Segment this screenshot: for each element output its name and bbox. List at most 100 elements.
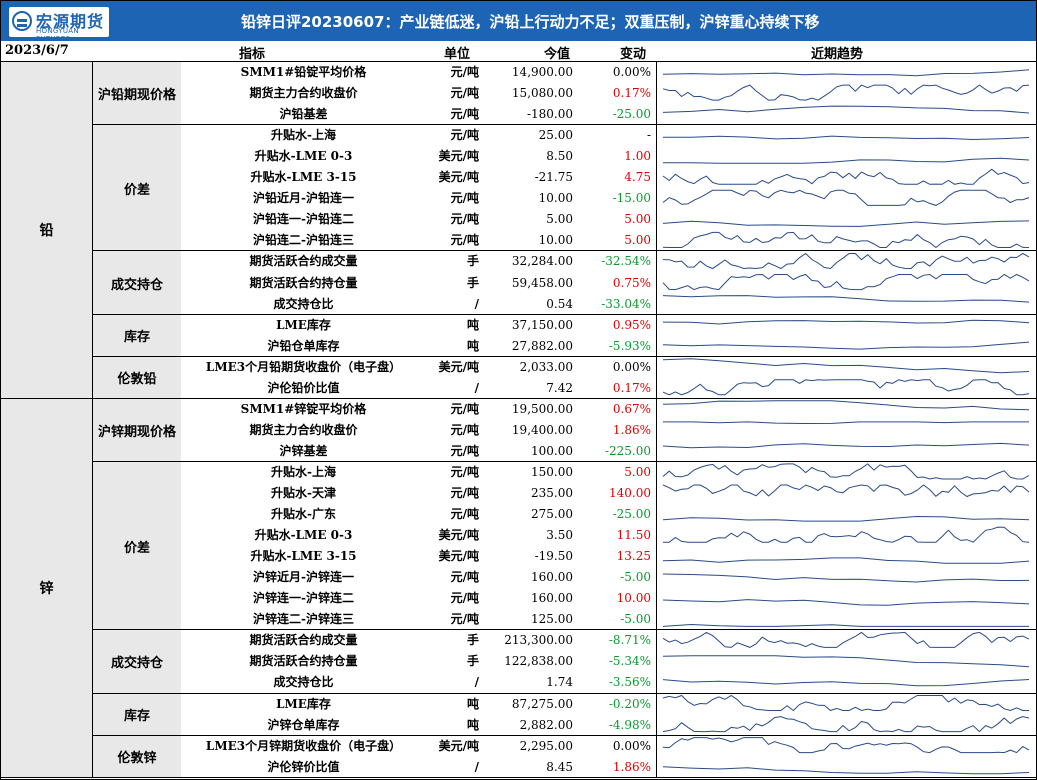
change-cell: 0.00% xyxy=(612,359,651,374)
change-cell: -225.00 xyxy=(604,443,651,458)
subgroup-label: 库存 xyxy=(93,314,181,357)
indicator-name: 升贴水-上海 xyxy=(271,128,336,143)
trend-sparkline xyxy=(662,515,1030,522)
trend-sparkline xyxy=(662,84,1030,101)
row-divider xyxy=(93,629,1036,631)
value-cell: 3.50 xyxy=(546,528,573,543)
subgroup-label: 沪铅期现价格 xyxy=(93,62,181,126)
value-cell: 19,400.00 xyxy=(511,422,573,437)
indicator-name: 沪伦锌价比值 xyxy=(267,759,340,774)
indicator-name: 期货主力合约收盘价 xyxy=(249,422,358,437)
trend-sparkline xyxy=(662,379,1030,396)
unit-cell: 美元/吨 xyxy=(438,359,479,374)
column-trend: 近期趋势 xyxy=(811,47,864,62)
unit-cell: 元/吨 xyxy=(450,422,479,437)
change-cell: -5.00 xyxy=(620,570,651,585)
row-divider xyxy=(1,776,1036,778)
trend-sparkline xyxy=(662,189,1030,206)
value-cell: 5.00 xyxy=(546,212,573,227)
trend-sparkline xyxy=(662,220,1030,227)
change-cell: 13.25 xyxy=(616,549,651,564)
trend-sparkline xyxy=(662,655,1030,668)
change-cell: -25.00 xyxy=(612,507,651,522)
indicator-name: 沪锌仓单库存 xyxy=(267,717,340,732)
unit-cell: 元/吨 xyxy=(450,570,479,585)
value-cell: 7.42 xyxy=(546,380,573,395)
value-cell: 2,882.00 xyxy=(519,717,573,732)
unit-cell: 手 xyxy=(466,633,479,648)
value-cell: 8.45 xyxy=(546,759,573,774)
change-cell: 5.00 xyxy=(624,233,651,248)
indicator-name: 升贴水-LME 0-3 xyxy=(254,149,353,164)
indicator-name: 期货活跃合约成交量 xyxy=(249,633,358,648)
change-cell: -0.20% xyxy=(608,696,651,711)
trend-sparkline xyxy=(662,319,1030,325)
change-cell: -5.34% xyxy=(608,654,651,669)
value-cell: -19.50 xyxy=(534,549,573,564)
value-cell: 8.50 xyxy=(546,149,573,164)
indicator-name: 沪铅近月-沪铅连一 xyxy=(253,191,354,206)
indicator-name: 期货活跃合约持仓量 xyxy=(249,275,358,290)
unit-cell: 美元/吨 xyxy=(438,149,479,164)
indicator-name: SMM1#锌锭平均价格 xyxy=(240,401,367,416)
value-cell: 25.00 xyxy=(538,128,573,143)
unit-cell: 美元/吨 xyxy=(438,549,479,564)
value-cell: 275.00 xyxy=(531,507,573,522)
change-cell: 0.00% xyxy=(612,65,651,79)
unit-cell: / xyxy=(474,296,479,311)
trend-sparkline xyxy=(662,484,1030,498)
subgroup-label: 伦敦铅 xyxy=(93,356,181,399)
trend-sparkline xyxy=(662,623,1029,627)
group-label: 锌 xyxy=(1,398,92,778)
column-indicator: 指标 xyxy=(239,47,266,62)
change-cell: -3.56% xyxy=(608,675,651,690)
indicator-name: 沪锌近月-沪锌连一 xyxy=(253,570,354,585)
change-cell: 0.67% xyxy=(612,401,651,416)
value-cell: 0.54 xyxy=(546,296,573,311)
value-cell: 1.74 xyxy=(546,675,573,690)
value-cell: 37,150.00 xyxy=(511,317,573,332)
change-cell: -33.04% xyxy=(601,296,651,311)
unit-cell: 吨 xyxy=(466,717,479,732)
change-cell: - xyxy=(646,128,651,143)
value-cell: 87,275.00 xyxy=(511,696,573,711)
report-date: 2023/6/7 xyxy=(5,43,69,58)
change-cell: -5.00 xyxy=(620,612,651,627)
indicator-name: 升贴水-LME 0-3 xyxy=(254,528,353,543)
change-cell: 0.17% xyxy=(612,86,651,101)
column-header-row: 2023/6/7 指标 单位 今值 变动 近期趋势 xyxy=(1,41,1036,62)
unit-cell: 元/吨 xyxy=(450,65,479,79)
trend-sparkline xyxy=(662,69,1030,77)
unit-cell: 元/吨 xyxy=(450,107,479,122)
indicator-name: 期货活跃合约成交量 xyxy=(249,254,358,269)
value-cell: 150.00 xyxy=(531,464,573,479)
value-cell: 125.00 xyxy=(531,612,573,627)
subgroup-label: 沪锌期现价格 xyxy=(93,398,181,462)
value-cell: 32,284.00 xyxy=(511,254,573,269)
row-divider xyxy=(1,397,1036,399)
value-cell: 122,838.00 xyxy=(504,654,573,669)
indicator-name: 沪锌连一-沪锌连二 xyxy=(253,591,354,606)
row-divider xyxy=(93,250,1036,252)
change-cell: 0.00% xyxy=(612,738,651,753)
row-divider xyxy=(93,692,1036,694)
indicator-name: 成交持仓比 xyxy=(273,296,334,311)
indicator-name: 期货主力合约收盘价 xyxy=(249,86,358,101)
subgroup-label: 价差 xyxy=(93,461,181,631)
value-cell: 2,295.00 xyxy=(519,738,573,753)
unit-cell: 吨 xyxy=(466,696,479,711)
column-divider xyxy=(656,62,657,778)
indicator-name: 升贴水-LME 3-15 xyxy=(250,549,357,564)
indicator-name: SMM1#铅锭平均价格 xyxy=(240,65,367,79)
trend-sparkline xyxy=(662,737,1030,754)
unit-cell: 元/吨 xyxy=(450,212,479,227)
change-cell: -32.54% xyxy=(601,254,651,269)
indicator-name: 升贴水-广东 xyxy=(271,507,336,522)
row-divider xyxy=(93,313,1036,315)
value-cell: 19,500.00 xyxy=(511,401,573,416)
indicator-name: LME库存 xyxy=(276,696,331,711)
row-divider xyxy=(93,124,1036,126)
unit-cell: 美元/吨 xyxy=(438,528,479,543)
indicator-name: 沪铅仓单库存 xyxy=(267,338,340,353)
